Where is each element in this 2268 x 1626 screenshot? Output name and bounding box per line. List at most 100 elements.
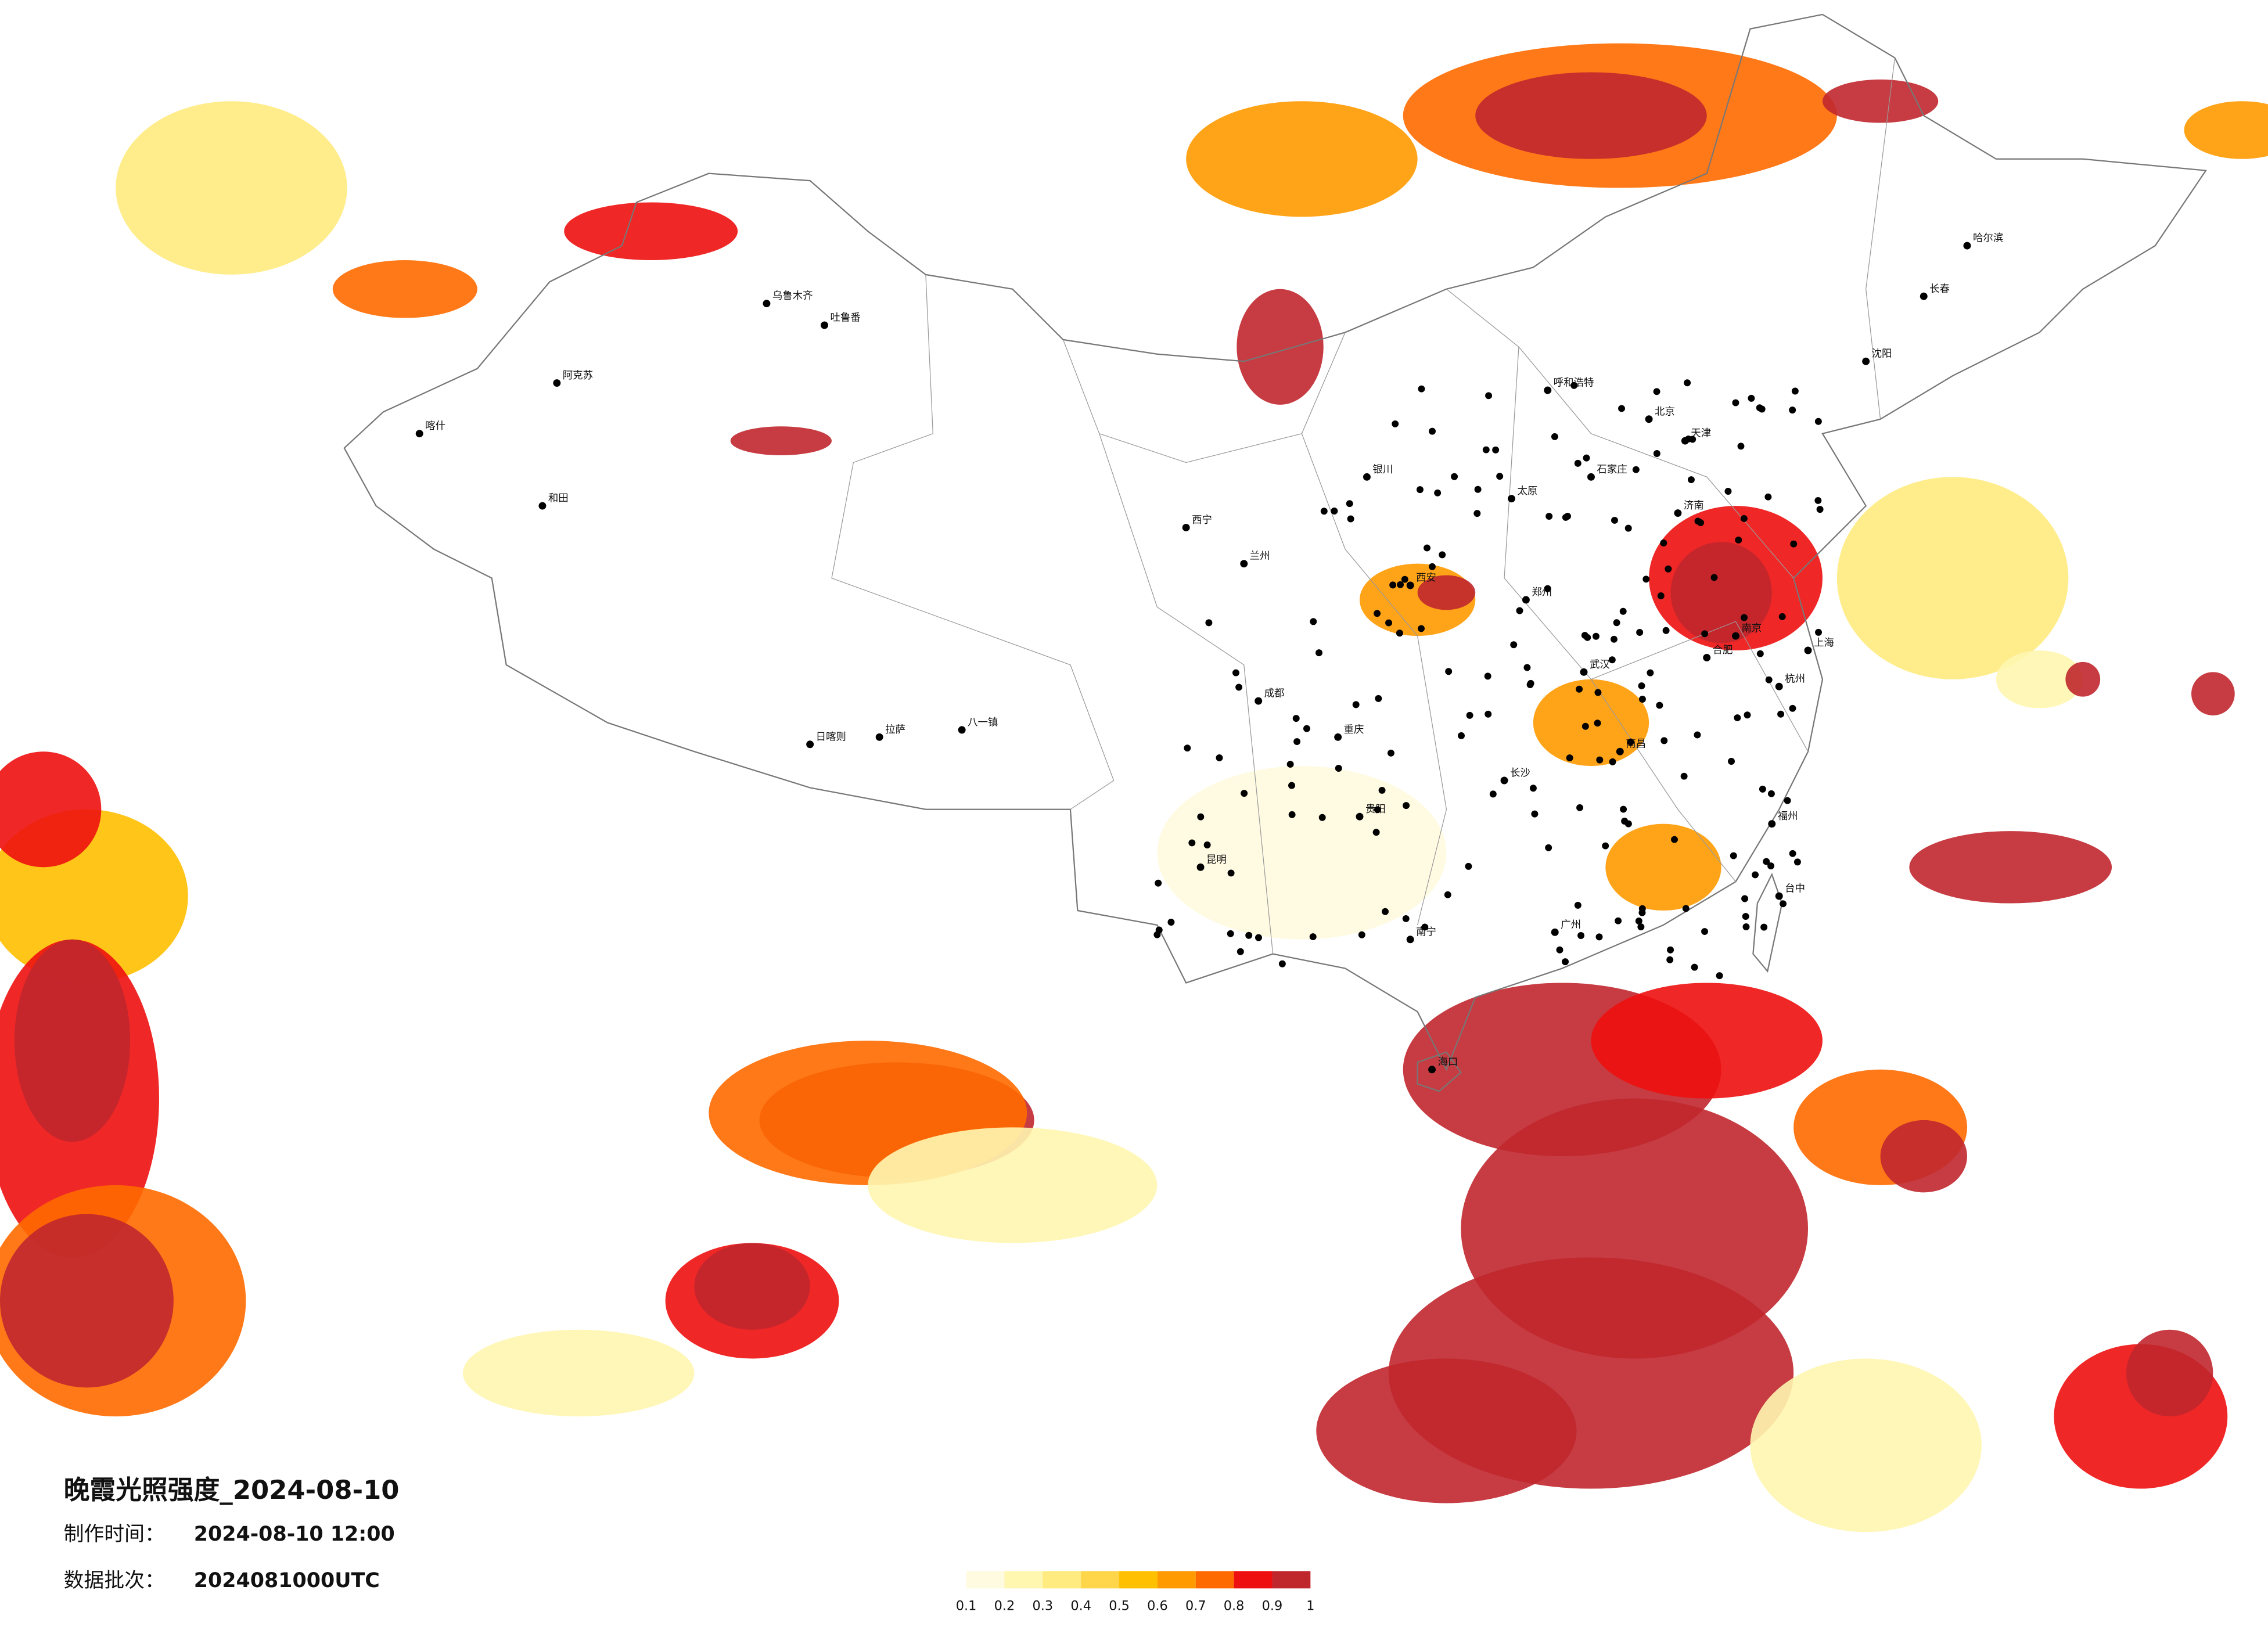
station-dot <box>1816 506 1824 513</box>
station-dot <box>1529 785 1537 792</box>
colorbar-tick-label: 0.7 <box>1185 1599 1206 1614</box>
station-dot <box>1814 497 1822 504</box>
colorbar-swatch <box>1081 1571 1120 1589</box>
city-dot <box>1551 928 1559 936</box>
city-label: 银川 <box>1372 464 1393 476</box>
station-dot <box>1596 756 1604 764</box>
intensity-patch <box>0 751 102 868</box>
production-time-label: 制作时间： <box>64 1523 165 1546</box>
station-dot <box>1767 790 1775 797</box>
station-dot <box>1510 641 1518 649</box>
station-dot <box>1570 382 1578 389</box>
city-dot <box>1428 1066 1436 1074</box>
station-dot <box>1465 862 1472 870</box>
station-dot <box>1732 399 1739 406</box>
station-dot <box>1689 436 1696 443</box>
station-dot <box>1653 450 1660 457</box>
station-dot <box>1793 858 1801 866</box>
station-dot <box>1760 923 1768 931</box>
colorbar-tick-label: 0.5 <box>1109 1599 1130 1614</box>
station-dot <box>1716 972 1723 980</box>
city-dot <box>958 726 966 734</box>
city-label: 西安 <box>1416 573 1436 584</box>
city-label: 八一镇 <box>968 717 998 728</box>
station-dot <box>1730 852 1737 859</box>
city-dot <box>1775 892 1783 900</box>
station-dot <box>1347 515 1354 523</box>
station-dot <box>1627 738 1634 746</box>
station-dot <box>1484 672 1491 680</box>
station-dot <box>1458 732 1465 739</box>
station-dot <box>1397 581 1404 588</box>
intensity-patch <box>1237 289 1324 405</box>
station-dot <box>1610 635 1618 643</box>
station-dot <box>1466 711 1473 719</box>
station-dot <box>1434 489 1442 497</box>
city-dot <box>1363 473 1371 481</box>
station-dot <box>1428 563 1436 570</box>
intensity-patch <box>868 1127 1158 1243</box>
city-dot <box>806 740 814 749</box>
city-dot <box>1804 646 1812 654</box>
intensity-patch <box>1909 831 2112 904</box>
station-dot <box>1320 508 1328 515</box>
station-dot <box>1687 476 1695 484</box>
station-dot <box>1620 805 1627 813</box>
colorbar-tick-label: 0.3 <box>1033 1599 1054 1614</box>
station-dot <box>1581 632 1588 639</box>
station-dot <box>1592 632 1600 640</box>
station-dot <box>1303 725 1310 732</box>
station-dot <box>1235 684 1243 691</box>
station-dot <box>1403 802 1410 810</box>
station-dot <box>1583 454 1590 462</box>
city-dot <box>1674 509 1682 517</box>
station-dot <box>1216 754 1223 761</box>
city-dot <box>1240 560 1248 568</box>
city-dot <box>1862 357 1870 365</box>
city-dot <box>763 300 771 308</box>
city-label: 天津 <box>1691 428 1711 440</box>
city-dot <box>1334 733 1342 741</box>
intensity-patch <box>0 1214 174 1388</box>
station-dot <box>1638 909 1646 916</box>
station-dot <box>1737 443 1745 450</box>
station-dot <box>1492 446 1500 454</box>
station-dot <box>1724 488 1732 495</box>
city-label: 拉萨 <box>885 724 905 736</box>
city-label: 广州 <box>1561 919 1581 931</box>
station-dot <box>1184 744 1191 752</box>
colorbar-swatch <box>1004 1571 1043 1589</box>
station-dot <box>1523 664 1531 671</box>
station-dot <box>1372 829 1380 836</box>
station-dot <box>1401 575 1408 583</box>
city-label: 杭州 <box>1785 674 1805 685</box>
intensity-patch <box>2065 661 2101 697</box>
colorbar-tick-label: 0.1 <box>956 1599 977 1614</box>
city-label: 长沙 <box>1510 768 1530 779</box>
station-dot <box>1765 676 1773 684</box>
station-dot <box>1227 930 1234 937</box>
city-dot <box>1500 776 1508 785</box>
station-dot <box>1684 379 1691 387</box>
station-dot <box>1418 625 1425 632</box>
city-dot <box>1406 936 1414 944</box>
station-dot <box>1653 388 1660 395</box>
data-batch-value: 2024081000UTC <box>194 1569 380 1592</box>
intensity-patch <box>1157 766 1447 940</box>
station-dot <box>1496 473 1504 480</box>
station-dot <box>1744 711 1751 719</box>
station-dot <box>1531 810 1539 818</box>
station-dot <box>1227 869 1235 877</box>
station-dot <box>1694 731 1701 739</box>
station-dot <box>1671 836 1678 843</box>
station-dot <box>1748 394 1755 402</box>
station-dot <box>1656 702 1663 709</box>
station-dot <box>1576 685 1583 693</box>
colorbar-tick-label: 0.9 <box>1262 1599 1283 1614</box>
station-dot <box>1396 629 1403 637</box>
station-dot <box>1374 610 1381 617</box>
city-label: 重庆 <box>1344 724 1364 736</box>
colorbar-tick-label: 0.2 <box>994 1599 1015 1614</box>
city-label: 西宁 <box>1192 515 1212 526</box>
station-dots <box>1153 379 1824 980</box>
